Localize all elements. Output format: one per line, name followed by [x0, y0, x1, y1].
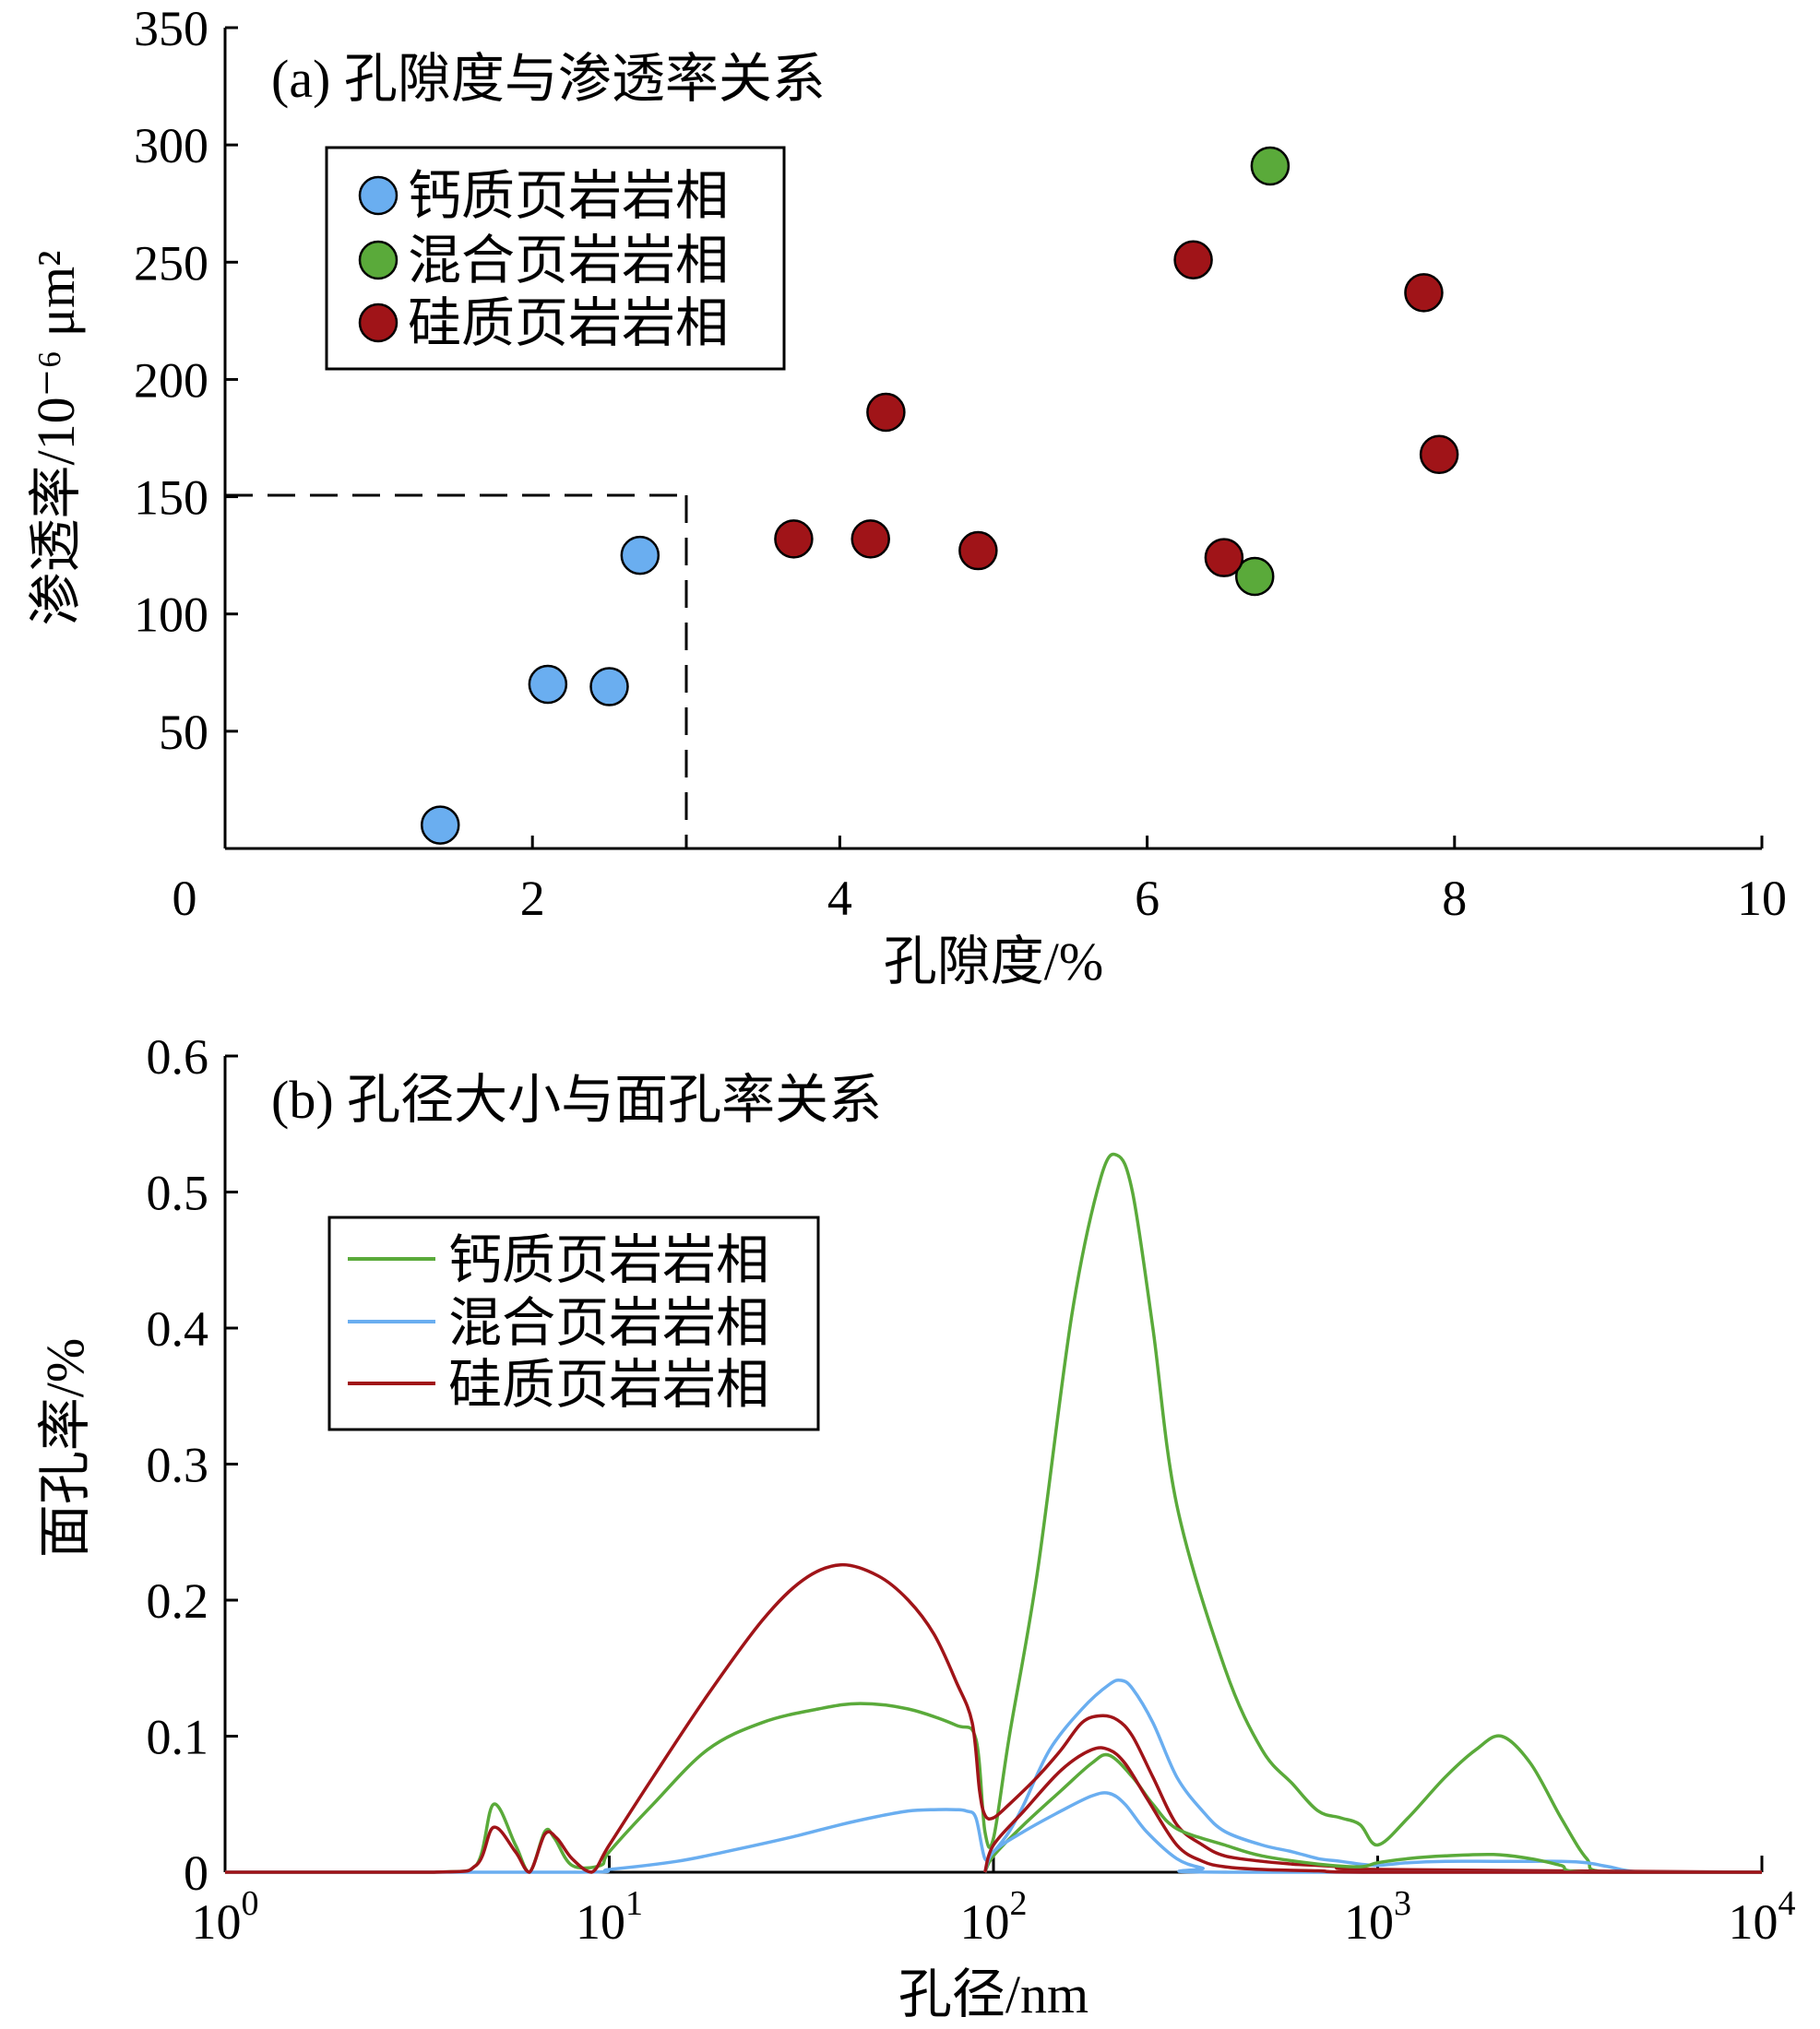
y-tick-label: 0: [184, 1845, 208, 1901]
legend-label-siliceous: 硅质页岩岩相: [448, 1355, 769, 1415]
y-tick-label: 350: [134, 1, 208, 56]
x-tick-label: 104: [1729, 1884, 1796, 1950]
chart-b-ylabel: 面孔率/%: [35, 1338, 95, 1558]
y-tick-label: 0.5: [147, 1166, 209, 1221]
legend-label-mixed: 混合页岩岩相: [448, 1293, 769, 1353]
y-tick-label: 0.3: [147, 1438, 209, 1493]
porosity-permeability-chart: (a) 孔隙度与渗透率关系 孔隙度/% 渗透率/10⁻⁶ μm² 0 2 4 6 8 10…: [26, 1, 1787, 991]
y-tick-label: 0.2: [147, 1573, 209, 1629]
x-tick-label: 4: [827, 871, 852, 926]
x-tick-label: 10: [1737, 871, 1787, 926]
x-tick-base: 10: [1344, 1894, 1394, 1950]
data-point: [1250, 146, 1291, 186]
legend-box: [325, 146, 786, 371]
x-tick-exponent: 1: [625, 1884, 643, 1923]
data-point: [620, 535, 660, 575]
series-line: [983, 1791, 1762, 1874]
x-tick-label: 8: [1442, 871, 1467, 926]
legend: 钙质页岩岩相 混合页岩岩相 硅质页岩岩相: [325, 146, 786, 371]
pore-size-areal-porosity-chart: (b) 孔径大小与面孔率关系 孔径/nm 面孔率/% 100 101 102 103 1…: [35, 1029, 1796, 2024]
data-point: [1419, 434, 1459, 475]
legend-label-mixed: 混合页岩岩相: [408, 231, 729, 291]
x-tick-base: 10: [1729, 1894, 1778, 1950]
y-tick-label: 0.6: [147, 1029, 209, 1085]
x-tick-base: 10: [192, 1894, 242, 1950]
series-line: [224, 1152, 1762, 1874]
x-tick-label: 2: [520, 871, 545, 926]
data-point: [589, 667, 629, 706]
x-tick-base: 10: [576, 1894, 625, 1950]
data-point: [851, 519, 890, 559]
data-point: [1173, 240, 1213, 279]
series-line: [224, 1562, 1763, 1874]
y-tick-label: 200: [134, 352, 208, 408]
y-tick-label: 250: [134, 235, 208, 291]
data-point: [1204, 538, 1244, 577]
y-tick-label: 50: [159, 705, 208, 760]
legend-marker-mixed: [358, 240, 398, 280]
x-tick-exponent: 3: [1394, 1884, 1411, 1923]
x-tick-label: 103: [1344, 1884, 1411, 1950]
data-point: [1234, 556, 1275, 597]
x-tick-label: 101: [576, 1884, 643, 1950]
legend-label-calcareous: 钙质页岩岩相: [448, 1230, 769, 1290]
x-tick-label: 0: [172, 871, 197, 926]
data-point: [528, 664, 568, 705]
x-tick-exponent: 0: [242, 1884, 259, 1923]
data-point: [1404, 273, 1444, 313]
data-point: [958, 530, 998, 571]
chart-a-xlabel: 孔隙度/%: [884, 931, 1103, 991]
y-tick-label: 0.1: [147, 1710, 209, 1765]
series-line: [224, 1678, 1762, 1874]
legend-marker-siliceous: [358, 303, 398, 343]
x-tick-exponent: 4: [1778, 1884, 1796, 1923]
chart-b-xlabel: 孔径/nm: [898, 1964, 1088, 2024]
y-tick-label: 300: [134, 118, 208, 173]
chart-a-ylabel: 渗透率/10⁻⁶ μm²: [26, 250, 86, 625]
legend-label-siliceous: 硅质页岩岩相: [408, 293, 729, 353]
x-tick-base: 10: [960, 1894, 1010, 1950]
x-tick-label: 102: [960, 1884, 1028, 1950]
legend-label-calcareous: 钙质页岩岩相: [408, 166, 729, 226]
chart-b-title: (b) 孔径大小与面孔率关系: [271, 1070, 882, 1130]
series-line: [983, 1752, 1762, 1874]
y-tick-label: 100: [134, 587, 208, 643]
x-tick-label: 6: [1135, 871, 1160, 926]
y-tick-label: 150: [134, 470, 208, 526]
x-tick-label: 100: [192, 1884, 259, 1950]
data-point: [866, 392, 906, 433]
y-tick-label: 0.4: [147, 1301, 209, 1357]
chart-a-title: (a) 孔隙度与渗透率关系: [271, 49, 826, 109]
x-tick-exponent: 2: [1010, 1884, 1028, 1923]
data-point: [420, 805, 460, 845]
series-line: [983, 1746, 1762, 1874]
data-point: [774, 519, 814, 559]
legend: 钙质页岩岩相 混合页岩岩相 硅质页岩岩相: [327, 1216, 820, 1431]
legend-marker-calcareous: [358, 175, 398, 216]
